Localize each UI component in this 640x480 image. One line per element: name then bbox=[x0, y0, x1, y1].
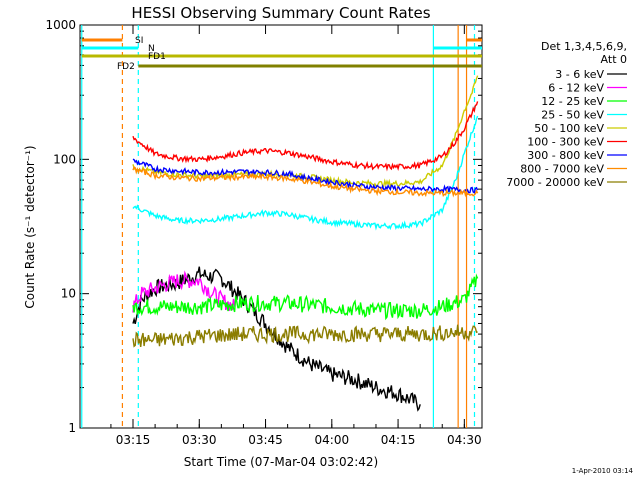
x-tick-label: 03:45 bbox=[248, 433, 283, 447]
x-axis-label: Start Time (07-Mar-04 03:02:42) bbox=[184, 455, 378, 469]
flag-label-fd1: FD1 bbox=[148, 52, 166, 62]
legend-entry-label: 800 - 7000 keV bbox=[520, 163, 604, 176]
x-tick-label: 03:15 bbox=[116, 433, 151, 447]
legend-header-att: Att 0 bbox=[601, 53, 627, 66]
flag-label-n: N bbox=[148, 44, 155, 54]
x-tick-label: 03:30 bbox=[182, 433, 217, 447]
legend-entry-label: 12 - 25 keV bbox=[541, 95, 604, 108]
legend-header: Det 1,3,4,5,6,9, bbox=[541, 40, 627, 53]
x-tick-label: 04:00 bbox=[315, 433, 350, 447]
legend-entry-label: 3 - 6 keV bbox=[555, 68, 604, 81]
legend-entry-label: 50 - 100 keV bbox=[534, 122, 604, 135]
chart-title: HESSI Observing Summary Count Rates bbox=[131, 4, 430, 22]
plot-frame bbox=[79, 24, 483, 429]
x-tick-label: 04:15 bbox=[381, 433, 416, 447]
x-tick-label: 04:30 bbox=[447, 433, 482, 447]
legend-entry-label: 25 - 50 keV bbox=[541, 109, 604, 122]
y-tick-label: 1000 bbox=[45, 18, 76, 32]
series-line-6 bbox=[132, 158, 479, 194]
series-line-7 bbox=[132, 166, 479, 198]
y-tick-label: 100 bbox=[53, 152, 76, 166]
timestamp: 1-Apr-2010 03:14 bbox=[572, 467, 634, 475]
y-axis-label: Count Rate (s⁻¹ detector⁻¹) bbox=[23, 145, 37, 308]
flag-label-fd2: FD2 bbox=[117, 62, 135, 72]
flag-label-si: SI bbox=[135, 36, 143, 46]
series-line-2 bbox=[132, 273, 479, 321]
series-line-8 bbox=[132, 324, 478, 348]
y-tick-label: 10 bbox=[61, 287, 76, 301]
series-line-3 bbox=[132, 115, 479, 231]
legend-entry-label: 6 - 12 keV bbox=[548, 82, 604, 95]
series-line-5 bbox=[132, 101, 479, 172]
legend-entry-label: 100 - 300 keV bbox=[527, 136, 604, 149]
legend-entry-label: 300 - 800 keV bbox=[527, 149, 604, 162]
legend-entry-label: 7000 - 20000 keV bbox=[506, 176, 604, 189]
y-tick-label: 1 bbox=[68, 421, 76, 435]
